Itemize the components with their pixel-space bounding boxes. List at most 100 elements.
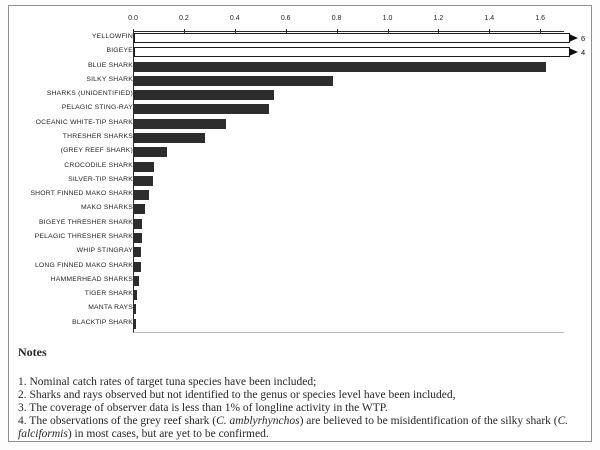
category-label: MAKO SHARKS <box>80 204 133 212</box>
x-axis-tick-label: 0.2 <box>179 15 189 22</box>
note-item: 3. The coverage of observer data is less… <box>18 402 580 415</box>
bar-row: THRESHER SHARKS <box>9 131 591 145</box>
x-axis-tick-label: 0.8 <box>331 15 342 22</box>
category-label: MANTA RAYS <box>88 304 133 312</box>
bar <box>134 304 136 315</box>
bar <box>134 61 547 72</box>
x-axis-tick-label: 0.0 <box>128 15 138 22</box>
category-label: WHIP STINGRAY <box>76 247 133 255</box>
overflow-arrow-icon <box>569 48 578 57</box>
category-label: BLUE SHARK <box>87 61 133 69</box>
note-text: 4. The observations of the grey reef sha… <box>18 415 217 427</box>
note-text: 2. Sharks and rays observed but not iden… <box>18 389 456 401</box>
category-label: LONG FINNED MAKO SHARK <box>34 261 133 269</box>
bar-row: SILKY SHARK <box>9 74 591 88</box>
bar-row: PELAGIC STING-RAY <box>9 102 591 116</box>
bar-row: MANTA RAYS <box>9 302 591 316</box>
category-label: OCEANIC WHITE-TIP SHARK <box>35 118 133 126</box>
note-text: 1. Nominal catch rates of target tuna sp… <box>18 376 317 388</box>
category-label: TIGER SHARK <box>84 290 133 298</box>
category-label: SHARKS (UNIDENTIFIED) <box>46 90 133 98</box>
bar <box>134 233 142 243</box>
category-label: (GREY REEF SHARK) <box>60 147 133 155</box>
x-axis-tick-mark <box>489 29 491 34</box>
x-axis-tick-mark <box>133 29 134 34</box>
catch-rate-bar-chart: 0.0 0.2 0.4 0.6 0.8 1.0 1.2 1.4 1.6 YELLOWFIN 6 BI… <box>9 6 591 341</box>
species-name-italic: C. amblyrhynchos <box>216 415 300 427</box>
bar <box>134 75 333 86</box>
bar-row: YELLOWFIN 6 <box>9 31 591 45</box>
bar-row: (GREY REEF SHARK) <box>9 145 591 159</box>
bar-row: BLACKTIP SHARK <box>9 317 591 331</box>
x-axis-tick-label: 0.4 <box>229 15 240 22</box>
bar-row: SHARKS (UNIDENTIFIED) <box>9 88 591 102</box>
bar <box>134 90 274 101</box>
bar <box>134 261 141 272</box>
bar <box>134 290 138 301</box>
x-axis-tick-label: 0.6 <box>280 15 291 22</box>
bar-row: SILVER-TIP SHARK <box>9 174 591 188</box>
note-text: 3. The coverage of observer data is less… <box>18 402 388 414</box>
category-label: HAMMERHEAD SHARKS <box>50 275 133 283</box>
category-label: THRESHER SHARKS <box>62 133 133 140</box>
bar <box>134 218 142 229</box>
bar-row: MAKO SHARKS <box>9 202 591 216</box>
x-axis-tick-mark <box>336 29 338 34</box>
bar <box>134 247 141 258</box>
species-name-italic: C. falciformis <box>18 415 569 440</box>
category-label: BLACKTIP SHARK <box>72 318 133 326</box>
x-axis-tick-mark <box>234 29 236 34</box>
x-axis-tick-mark <box>285 29 287 34</box>
x-axis-tick-mark <box>540 29 542 34</box>
note-item: 2. Sharks and rays observed but not iden… <box>18 389 580 402</box>
category-label: PELAGIC STING-RAY <box>61 104 133 112</box>
bar-row: PELAGIC THRESHER SHARK <box>9 231 591 245</box>
note-text: ) in most cases, but are yet to be confi… <box>67 428 269 440</box>
bar-row: BIGEYE 4 <box>9 45 591 59</box>
bar <box>134 104 269 115</box>
notes-title: Notes <box>18 345 47 359</box>
bar-truncated <box>134 47 570 58</box>
bar-row: LONG FINNED MAKO SHARK <box>9 260 591 274</box>
x-axis-tick-mark <box>183 29 185 34</box>
bar-row: SHORT FINNED MAKO SHARK <box>9 188 591 202</box>
bar <box>134 161 154 172</box>
x-axis-tick-mark <box>438 29 440 34</box>
bar-truncated <box>134 33 570 43</box>
x-axis-tick-label: 1.6 <box>535 15 546 22</box>
bar <box>134 190 150 201</box>
bar-row: HAMMERHEAD SHARKS <box>9 274 591 288</box>
x-axis-tick-mark <box>387 29 389 34</box>
overflow-value-label: 6 <box>581 34 586 43</box>
bar <box>134 204 146 215</box>
bar-row: WHIP STINGRAY <box>9 245 591 259</box>
bar-row: TIGER SHARK <box>9 288 591 302</box>
category-label: BIGEYE <box>106 47 133 55</box>
bar-row: BLUE SHARK <box>9 60 591 74</box>
bar <box>134 118 226 129</box>
bar <box>134 133 206 143</box>
x-axis-tick-label: 1.4 <box>484 15 495 22</box>
category-label: SILKY SHARK <box>86 75 133 83</box>
note-text: ) are believed to be misidentification o… <box>299 415 558 427</box>
category-label: SILVER-TIP SHARK <box>68 175 133 183</box>
bar-row: BIGEYE THRESHER SHARK <box>9 217 591 231</box>
note-item: 4. The observations of the grey reef sha… <box>18 415 580 441</box>
x-axis-tick-label: 1.0 <box>382 15 393 22</box>
bar <box>134 275 140 286</box>
notes-list: 1. Nominal catch rates of target tuna sp… <box>18 376 580 441</box>
overflow-value-label: 4 <box>581 48 586 58</box>
category-label: CROCODILE SHARK <box>64 161 133 169</box>
category-label: YELLOWFIN <box>91 33 133 40</box>
note-item: 1. Nominal catch rates of target tuna sp… <box>18 376 580 389</box>
page-frame: 0.0 0.2 0.4 0.6 0.8 1.0 1.2 1.4 1.6 YELLOWFIN 6 BI… <box>8 5 592 442</box>
bar-row: CROCODILE SHARK <box>9 160 591 174</box>
overflow-arrow-icon <box>569 34 578 42</box>
category-label: BIGEYE THRESHER SHARK <box>39 218 133 226</box>
plot-area <box>133 31 564 333</box>
x-axis-tick-label: 1.2 <box>433 15 444 22</box>
bar <box>134 147 168 158</box>
bar <box>134 175 154 186</box>
notes-section: Notes 1. Nominal catch rates of target t… <box>18 345 580 441</box>
